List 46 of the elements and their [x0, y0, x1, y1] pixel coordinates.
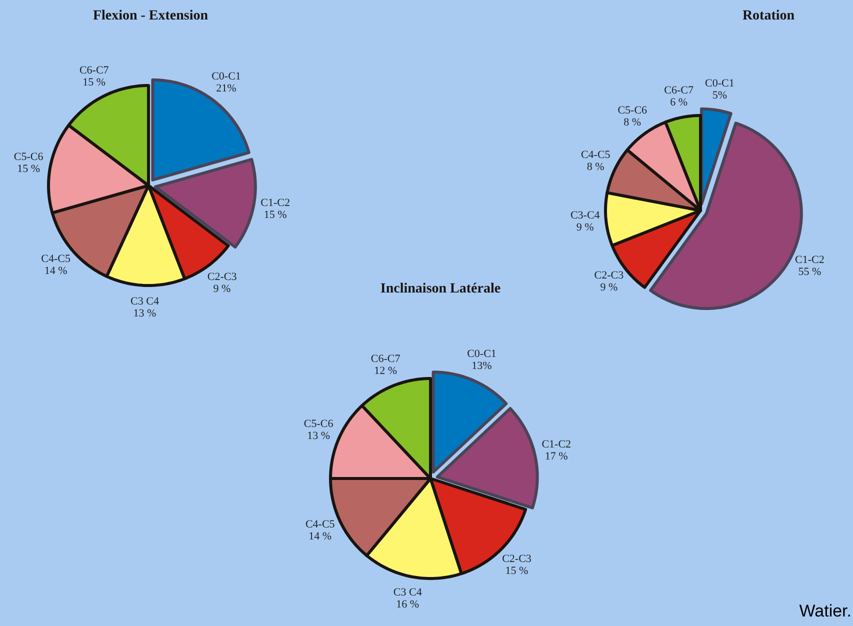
chart-title: Rotation	[742, 8, 795, 24]
slice-label: C4-C5	[41, 252, 72, 265]
data-label: 13%	[472, 360, 492, 372]
data-label: 9 %	[600, 282, 618, 294]
data-label: 9 %	[576, 221, 594, 234]
data-label: 5%	[712, 89, 728, 102]
slice-label: C6-C7	[664, 84, 694, 97]
data-label: 14 %	[308, 530, 332, 542]
slice-label: C3 C4	[130, 295, 160, 308]
data-label: 13 %	[307, 430, 330, 442]
slice-label: C5-C6	[304, 418, 334, 430]
data-label: 12 %	[374, 365, 398, 378]
data-label: 21%	[216, 82, 236, 95]
data-label: 14 %	[44, 264, 68, 277]
chart-title: Inclinaison Latérale	[380, 282, 501, 296]
slice-label: C3 C4	[393, 586, 422, 598]
data-label: 8 %	[586, 161, 604, 174]
data-label: 6 %	[670, 96, 688, 109]
data-label: 13 %	[133, 307, 156, 320]
slice-label: C4-C5	[580, 149, 611, 162]
slice-label: C2-C3	[594, 270, 624, 282]
data-label: 16 %	[396, 598, 420, 610]
slice-label: C5-C6	[618, 104, 648, 117]
slice-label: C1-C2	[260, 197, 290, 210]
slice-label: C1-C2	[542, 438, 572, 450]
data-label: 15 %	[264, 209, 287, 222]
data-label: 55 %	[798, 266, 822, 278]
data-label: 15 %	[82, 76, 106, 88]
slice-label: C2-C3	[207, 270, 238, 283]
text: Watier.	[799, 602, 852, 620]
data-label: 8 %	[624, 116, 642, 129]
data-label: 9 %	[213, 282, 231, 295]
slice-label: C5-C6	[14, 151, 44, 164]
slice-label: C0-C1	[212, 70, 241, 83]
chart-title: Flexion - Extension	[92, 8, 208, 24]
slice-label: C0-C1	[705, 77, 734, 90]
data-label: 15 %	[505, 564, 528, 577]
slice-label: C0-C1	[467, 348, 496, 360]
data-label: 15 %	[17, 163, 40, 176]
slice-label: C6-C7	[370, 353, 401, 366]
slice-label: C4-C5	[305, 518, 336, 530]
slice-label: C6-C7	[79, 64, 110, 76]
slice-label: C2-C3	[502, 552, 532, 565]
data-label: 17 %	[544, 450, 568, 462]
slice-label: C1-C2	[795, 254, 824, 266]
slice-label: C3-C4	[570, 209, 600, 222]
